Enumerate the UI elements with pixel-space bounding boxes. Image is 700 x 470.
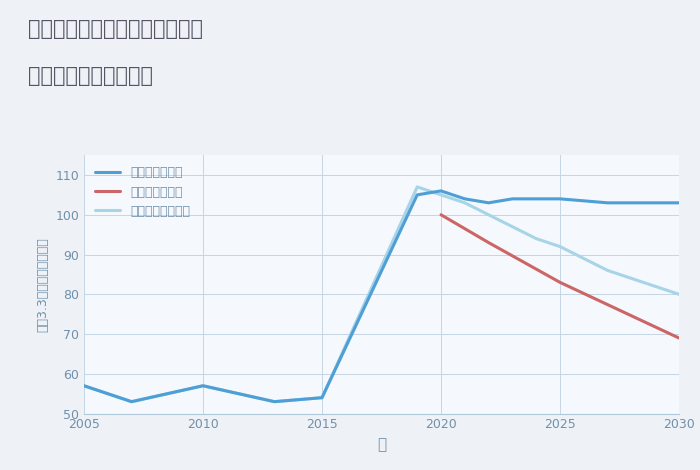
- ノーマルシナリオ: [437, 192, 445, 198]
- グッドシナリオ: [270, 399, 279, 405]
- Text: 中古戸建ての価格推移: 中古戸建ての価格推移: [28, 66, 153, 86]
- バッドシナリオ: [437, 212, 445, 218]
- ノーマルシナリオ: [80, 383, 88, 389]
- ノーマルシナリオ: [603, 267, 612, 273]
- Y-axis label: 坪（3.3㎡）単価（万円）: 坪（3.3㎡）単価（万円）: [36, 237, 50, 332]
- ノーマルシナリオ: [484, 212, 493, 218]
- グッドシナリオ: [675, 200, 683, 206]
- グッドシナリオ: [199, 383, 207, 389]
- グッドシナリオ: [80, 383, 88, 389]
- Text: 愛知県名古屋市中村区森末町の: 愛知県名古屋市中村区森末町の: [28, 19, 203, 39]
- グッドシナリオ: [508, 196, 517, 202]
- Line: ノーマルシナリオ: ノーマルシナリオ: [84, 187, 679, 402]
- グッドシナリオ: [556, 196, 564, 202]
- Line: バッドシナリオ: バッドシナリオ: [441, 215, 679, 338]
- バッドシナリオ: [675, 335, 683, 341]
- ノーマルシナリオ: [413, 184, 421, 190]
- Line: グッドシナリオ: グッドシナリオ: [84, 191, 679, 402]
- バッドシナリオ: [556, 280, 564, 285]
- ノーマルシナリオ: [532, 236, 540, 242]
- グッドシナリオ: [532, 196, 540, 202]
- ノーマルシナリオ: [318, 395, 326, 400]
- グッドシナリオ: [413, 192, 421, 198]
- ノーマルシナリオ: [508, 224, 517, 229]
- ノーマルシナリオ: [556, 244, 564, 250]
- ノーマルシナリオ: [127, 399, 136, 405]
- グッドシナリオ: [461, 196, 469, 202]
- グッドシナリオ: [603, 200, 612, 206]
- ノーマルシナリオ: [199, 383, 207, 389]
- ノーマルシナリオ: [675, 291, 683, 297]
- Legend: グッドシナリオ, バッドシナリオ, ノーマルシナリオ: グッドシナリオ, バッドシナリオ, ノーマルシナリオ: [90, 161, 195, 223]
- ノーマルシナリオ: [461, 200, 469, 206]
- X-axis label: 年: 年: [377, 437, 386, 452]
- グッドシナリオ: [484, 200, 493, 206]
- グッドシナリオ: [437, 188, 445, 194]
- グッドシナリオ: [318, 395, 326, 400]
- バッドシナリオ: [484, 240, 493, 245]
- グッドシナリオ: [127, 399, 136, 405]
- ノーマルシナリオ: [270, 399, 279, 405]
